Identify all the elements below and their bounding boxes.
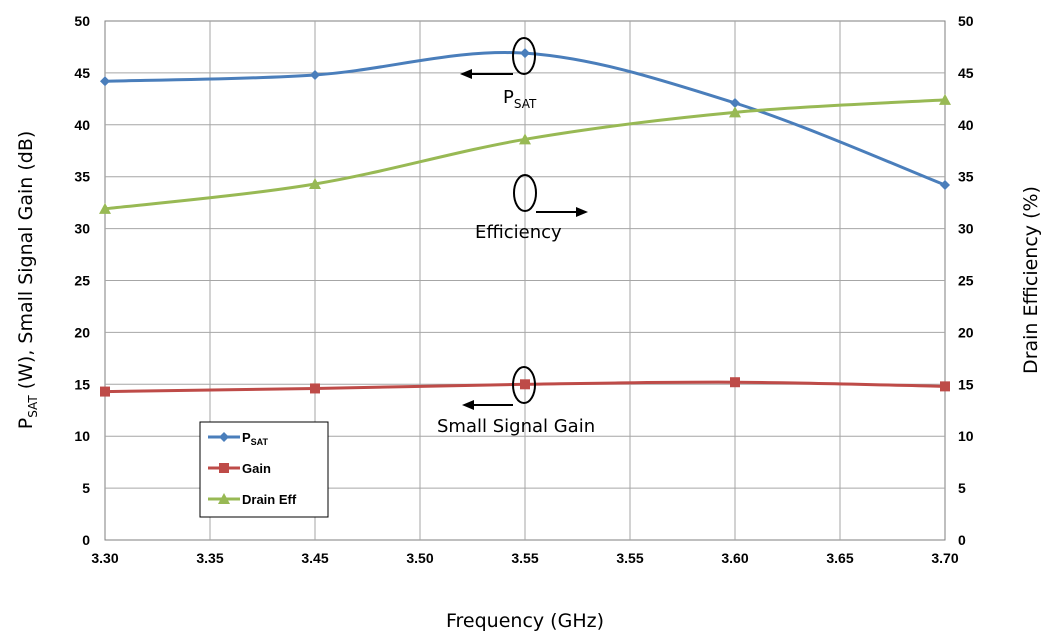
gain-point — [310, 383, 320, 394]
x-tick-label: 3.55 — [511, 550, 538, 566]
psat-label-sub: SAT — [514, 97, 537, 111]
psat-point — [520, 48, 530, 59]
x-tick-label: 3.55 — [616, 550, 643, 566]
drain-eff-point — [519, 133, 531, 145]
drain-eff-point — [309, 177, 321, 189]
y-left-tick-label: 35 — [74, 169, 90, 185]
y-left-tick-label: 0 — [82, 532, 90, 548]
y-left-tick-label: 15 — [74, 376, 90, 392]
gain-point — [730, 377, 740, 388]
y-right-tick-label: 0 — [958, 532, 966, 548]
psat-point — [100, 76, 110, 87]
y-axis-title-left-rest: (W), Small Signal Gain (dB) — [15, 131, 37, 396]
y-right-tick-label: 15 — [958, 376, 974, 392]
y-right-tick-label: 5 — [958, 480, 966, 496]
drain-eff-point — [99, 202, 111, 214]
x-axis-title: Frequency (GHz) — [446, 610, 604, 632]
y-right-tick-label: 35 — [958, 169, 974, 185]
y-axis-title-left-sub: SAT — [26, 395, 40, 418]
y-left-tick-label: 30 — [74, 221, 90, 237]
psat-label-main: P — [503, 87, 514, 108]
gain-annotation: Small Signal Gain — [437, 366, 595, 437]
y-right-tick-label: 10 — [958, 428, 974, 444]
legend-swatch-marker — [219, 432, 229, 442]
y-right-tick-label: 20 — [958, 324, 974, 340]
legend-label: Drain Eff — [242, 492, 297, 507]
y-right-tick-label: 25 — [958, 273, 974, 289]
x-tick-label: 3.30 — [91, 550, 118, 566]
psat-point — [310, 69, 320, 80]
gain-point — [100, 386, 110, 397]
psat-point — [940, 180, 950, 191]
x-tick-label: 3.50 — [406, 550, 433, 566]
y-axis-title-right: Drain Efficiency (%) — [1020, 186, 1042, 374]
efficiency-ellipse — [513, 174, 537, 212]
legend-item-drain-eff: Drain Eff — [208, 492, 297, 507]
x-tick-label: 3.70 — [931, 550, 958, 566]
y-left-tick-label: 10 — [74, 428, 90, 444]
psat-label: PSAT — [503, 87, 537, 111]
legend-swatch-marker — [218, 493, 230, 504]
gain-ellipse — [512, 366, 536, 404]
gain-point — [520, 379, 530, 390]
x-tick-label: 3.35 — [196, 550, 223, 566]
legend-item-psat: PSAT — [208, 430, 269, 447]
gain-point — [940, 381, 950, 392]
y-left-tick-label: 45 — [74, 65, 90, 81]
efficiency-label: Efficiency — [475, 222, 562, 243]
drain-eff-point — [939, 93, 951, 105]
drain-eff-series — [99, 93, 951, 214]
psat-point — [730, 98, 740, 109]
legend-label: Gain — [242, 461, 271, 476]
psat-series — [100, 48, 950, 191]
gain-arrow-head — [462, 400, 474, 410]
efficiency-arrow-head — [576, 207, 588, 217]
x-tick-label: 3.45 — [301, 550, 328, 566]
y-left-tick-label: 25 — [74, 273, 90, 289]
y-left-tick-label: 50 — [74, 13, 90, 29]
y-axis-title-left-main: P — [15, 418, 37, 429]
legend-item-gain: Gain — [208, 461, 271, 476]
legend-label: PSAT — [242, 430, 269, 447]
legend: PSAT Gain Drain Eff — [199, 421, 329, 518]
tick-labels: 0 5 10 15 20 25 30 35 40 45 50 0 5 10 15 20 25 30 35 40 45 50… — [74, 13, 973, 566]
y-right-tick-label: 30 — [958, 221, 974, 237]
y-left-tick-label: 5 — [82, 480, 90, 496]
psat-arrow-head — [460, 69, 472, 79]
psat-ellipse — [512, 37, 536, 75]
y-left-tick-label: 20 — [74, 324, 90, 340]
y-right-tick-label: 45 — [958, 65, 974, 81]
psat-annotation: PSAT — [460, 37, 537, 111]
x-tick-label: 3.65 — [826, 550, 853, 566]
drain-eff-point — [729, 106, 741, 118]
y-left-tick-label: 40 — [74, 117, 90, 133]
efficiency-annotation: Efficiency — [475, 174, 588, 243]
x-tick-label: 3.60 — [721, 550, 748, 566]
series-lines — [99, 48, 951, 397]
legend-swatch-marker — [219, 463, 229, 473]
y-axis-title-left: PSAT (W), Small Signal Gain (dB) — [15, 131, 40, 430]
gain-label: Small Signal Gain — [437, 416, 595, 437]
y-right-tick-label: 50 — [958, 13, 974, 29]
y-right-tick-label: 40 — [958, 117, 974, 133]
gain-series — [100, 377, 950, 397]
